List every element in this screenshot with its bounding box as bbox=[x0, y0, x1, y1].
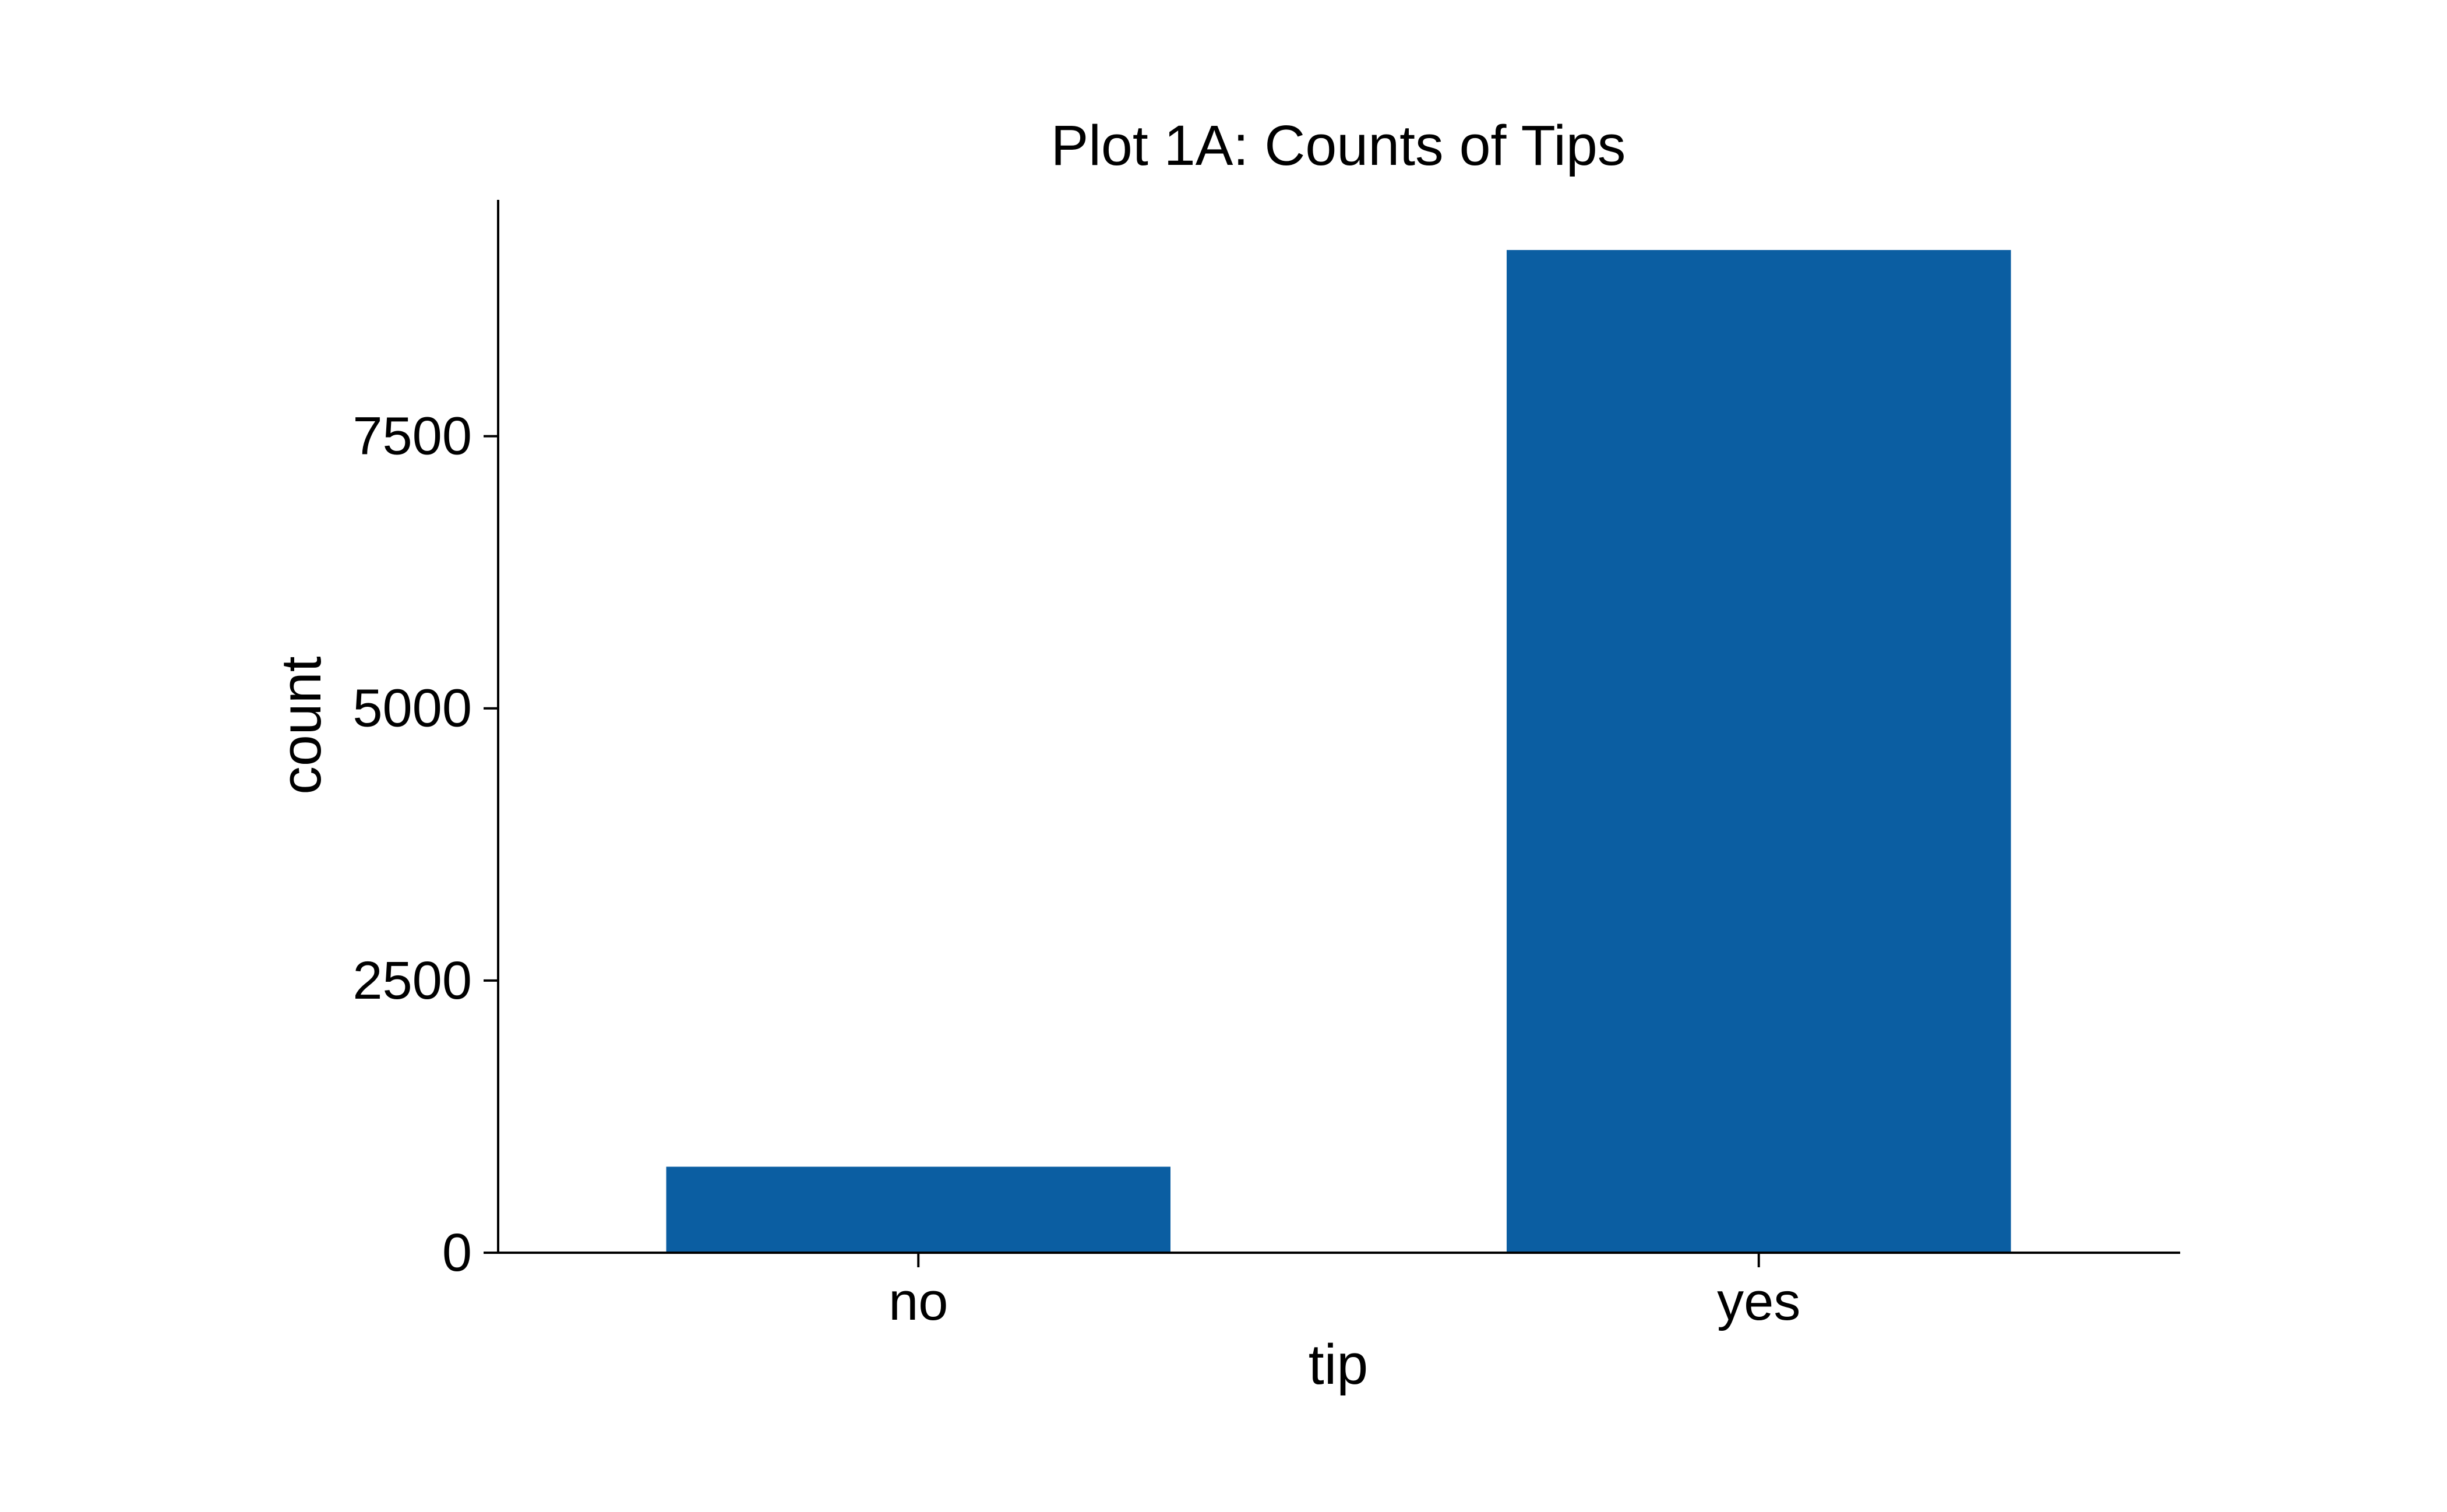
x-axis-label: tip bbox=[1309, 1333, 1368, 1396]
chart-title: Plot 1A: Counts of Tips bbox=[1051, 114, 1626, 177]
y-tick-label: 2500 bbox=[352, 951, 472, 1010]
bar-no bbox=[666, 1166, 1170, 1253]
axes-layer bbox=[497, 200, 2180, 1254]
y-tick-label: 0 bbox=[442, 1223, 472, 1282]
ticks-layer: 0 2500 5000 7500 no yes bbox=[352, 407, 1800, 1331]
x-tick-label: yes bbox=[1717, 1272, 1800, 1331]
bar-yes bbox=[1507, 250, 2011, 1253]
x-tick-label: no bbox=[888, 1272, 948, 1331]
y-tick-label: 7500 bbox=[352, 407, 472, 466]
bars-layer bbox=[666, 250, 2011, 1253]
y-axis-label: count bbox=[269, 656, 333, 794]
y-tick-label: 5000 bbox=[352, 679, 472, 738]
